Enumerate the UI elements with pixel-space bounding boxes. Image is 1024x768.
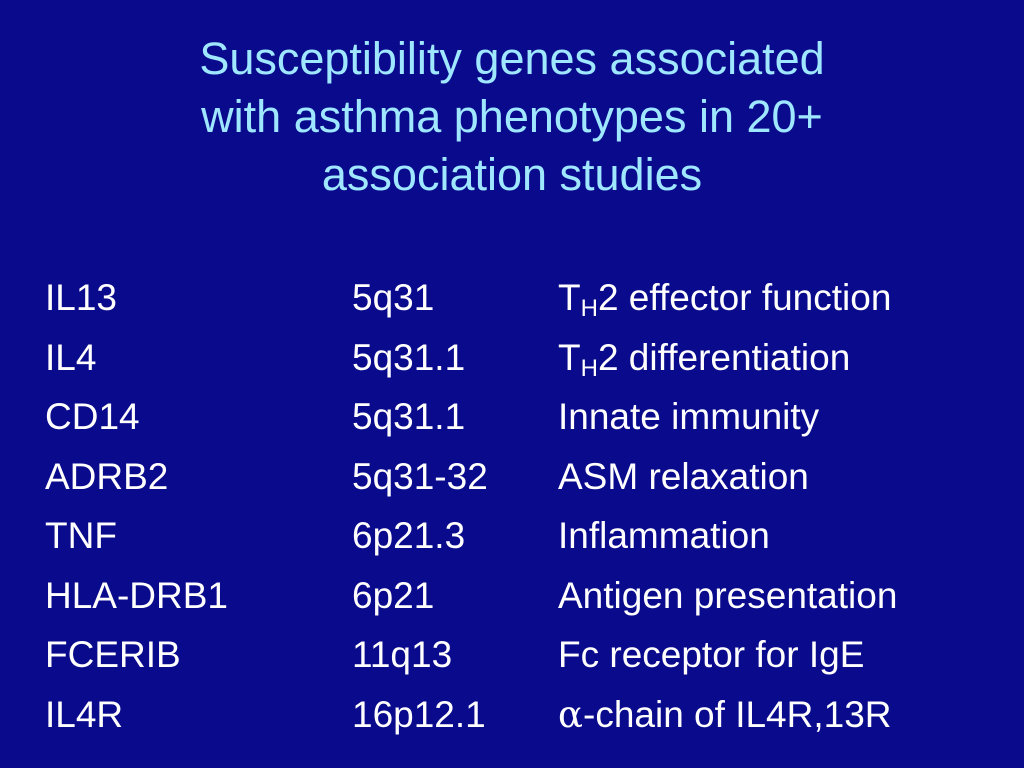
alpha-symbol: α xyxy=(558,692,583,736)
gene-name: IL13 xyxy=(45,277,118,318)
gene-locus: 5q31 xyxy=(352,277,435,318)
title-line-2: with asthma phenotypes in 20+ xyxy=(201,91,823,142)
function-text: -chain of IL4R,13R xyxy=(583,693,892,735)
gene-name: CD14 xyxy=(45,396,140,437)
gene-locus: 6p21.3 xyxy=(352,515,466,556)
gene-locus: 5q31-32 xyxy=(352,455,488,497)
gene-name: HLA-DRB1 xyxy=(45,574,228,616)
gene-locus: 5q31.1 xyxy=(352,336,466,378)
table-row: FCERIB 11q13 Fc receptor for IgE xyxy=(45,625,1005,685)
table-row: IL4R 16p12.1 α-chain of IL4R,13R xyxy=(45,685,1005,745)
gene-locus: 5q31.1 xyxy=(352,396,466,437)
gene-function: Inflammation xyxy=(558,515,770,556)
table-row: TNF 6p21.3 Inflammation xyxy=(45,506,1005,566)
gene-locus: 11q13 xyxy=(352,634,453,675)
gene-function: TH2 effector function xyxy=(558,268,891,328)
title-line-3: association studies xyxy=(321,149,703,200)
gene-table: IL13 5q31 TH2 effector function IL4 5q31… xyxy=(45,268,1005,744)
function-subscript: H xyxy=(580,295,598,322)
slide-title: Susceptibility genes associated with ast… xyxy=(40,30,984,204)
gene-name: TNF xyxy=(45,515,117,556)
gene-name: IL4 xyxy=(45,336,97,378)
title-line-1: Susceptibility genes associated xyxy=(199,33,825,84)
gene-function: ASM relaxation xyxy=(558,455,809,497)
gene-function: α-chain of IL4R,13R xyxy=(558,685,892,745)
function-text: 2 differentiation xyxy=(597,336,851,378)
function-subscript: H xyxy=(580,354,598,382)
gene-name: ADRB2 xyxy=(45,455,169,497)
table-row: CD14 5q31.1 Innate immunity xyxy=(45,387,1005,447)
table-row: IL13 5q31 TH2 effector function xyxy=(45,268,1005,328)
gene-locus: 16p12.1 xyxy=(352,693,486,735)
gene-function: Innate immunity xyxy=(558,396,820,437)
gene-function: Antigen presentation xyxy=(558,574,898,616)
function-prefix: T xyxy=(558,336,581,378)
gene-name: IL4R xyxy=(45,693,124,735)
function-prefix: T xyxy=(558,277,581,318)
gene-function: TH2 differentiation xyxy=(558,328,850,388)
table-row: ADRB2 5q31-32 ASM relaxation xyxy=(45,447,1005,507)
table-row: IL4 5q31.1 TH2 differentiation xyxy=(45,328,1005,388)
table-row: HLA-DRB1 6p21 Antigen presentation xyxy=(45,566,1005,626)
function-text: 2 effector function xyxy=(597,277,892,318)
gene-function: Fc receptor for IgE xyxy=(558,634,865,675)
gene-name: FCERIB xyxy=(45,634,181,675)
gene-locus: 6p21 xyxy=(352,574,435,616)
